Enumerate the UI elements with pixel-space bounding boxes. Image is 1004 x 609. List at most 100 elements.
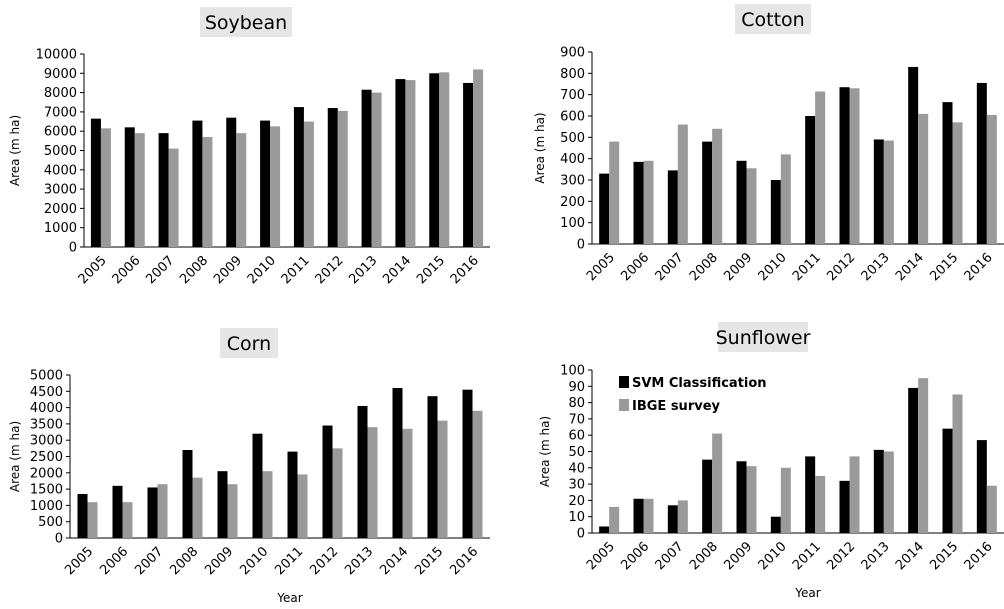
- soybean-bar-2015-ibge: [439, 72, 450, 248]
- sunflower-y-tick-label: 80: [568, 396, 585, 411]
- sunflower-x-tick-label: 2006: [618, 539, 652, 573]
- sunflower-y-tick-label: 0: [577, 527, 585, 542]
- sunflower-bar-2006-ibge: [643, 498, 654, 533]
- soybean-x-tick-label: 2011: [279, 253, 313, 287]
- cotton-y-tick-label: 300: [560, 174, 585, 189]
- soybean-bar-2015-svm: [429, 73, 440, 247]
- soybean-x-tick-label: 2013: [346, 253, 380, 287]
- corn-bar-2008-svm: [182, 449, 193, 538]
- soybean-x-tick-label: 2008: [177, 253, 211, 287]
- corn-x-tick-label: 2014: [377, 544, 411, 578]
- cotton-bar-2005-svm: [599, 173, 610, 244]
- sunflower-x-tick-label: 2010: [756, 539, 790, 573]
- sunflower-bar-2014-ibge: [918, 378, 929, 533]
- sunflower-title-box: [718, 322, 808, 352]
- cotton-bar-2007-ibge: [677, 124, 688, 244]
- corn-bar-2009-ibge: [227, 484, 238, 538]
- soybean-bar-2014-svm: [395, 79, 406, 247]
- corn-y-tick-label: 2000: [30, 466, 63, 481]
- sunflower-bar-2005-ibge: [609, 506, 620, 533]
- cotton-y-tick-label: 100: [560, 216, 585, 231]
- cotton-bar-2011-ibge: [815, 91, 826, 244]
- corn-bar-2013-svm: [357, 405, 368, 538]
- corn-x-tick-label: 2006: [97, 544, 131, 578]
- cotton-bar-2014-ibge: [918, 113, 929, 244]
- corn-bar-2013-ibge: [367, 427, 378, 538]
- cotton-y-tick-label: 500: [560, 131, 585, 146]
- soybean-bar-2005-svm: [90, 118, 101, 247]
- sunflower-y-tick-label: 90: [568, 380, 585, 395]
- soybean-bar-2010-ibge: [270, 126, 281, 247]
- sunflower-bar-2006-svm: [633, 498, 644, 533]
- corn-bar-2015-ibge: [437, 420, 448, 538]
- corn-x-tick-label: 2012: [307, 544, 341, 578]
- soybean-y-tick-label: 10000: [36, 48, 77, 63]
- cotton-x-tick-label: 2006: [618, 250, 652, 284]
- sunflower-y-axis-label: Area (m ha): [538, 416, 552, 487]
- corn-x-tick-label: 2010: [237, 544, 271, 578]
- cotton-bar-2009-svm: [736, 160, 747, 244]
- sunflower-y-tick-label: 30: [568, 478, 585, 493]
- soybean-x-tick-label: 2010: [245, 253, 279, 287]
- soybean-y-tick-label: 5000: [44, 144, 77, 159]
- sunflower-y-tick-label: 100: [560, 364, 585, 379]
- sunflower-bar-2013-ibge: [883, 451, 894, 533]
- corn-bar-2010-ibge: [262, 471, 273, 538]
- corn-bar-2006-ibge: [122, 502, 133, 538]
- cotton-x-tick-label: 2011: [790, 250, 824, 284]
- soybean-bar-2011-ibge: [303, 121, 314, 247]
- cotton-bar-2012-svm: [839, 87, 850, 244]
- soybean-y-tick-label: 2000: [44, 202, 77, 217]
- corn-bar-2016-ibge: [472, 410, 483, 538]
- sunflower-bar-2008-ibge: [712, 433, 723, 533]
- corn-x-tick-label: 2015: [412, 544, 446, 578]
- soybean-x-tick-label: 2005: [76, 253, 110, 287]
- cotton-bar-2013-ibge: [883, 140, 894, 244]
- corn-y-tick-label: 5000: [30, 369, 63, 384]
- cotton-bar-2016-ibge: [986, 114, 997, 244]
- soybean-y-tick-label: 6000: [44, 125, 77, 140]
- soybean-bar-2009-svm: [226, 117, 237, 247]
- soybean-bar-2006-svm: [124, 127, 135, 247]
- cotton-x-tick-label: 2016: [962, 250, 996, 284]
- soybean-bar-2013-ibge: [371, 92, 382, 247]
- corn-bar-2015-svm: [427, 396, 438, 538]
- cotton-x-tick-label: 2010: [756, 250, 790, 284]
- cotton-x-tick-label: 2014: [893, 250, 927, 284]
- legend-swatch: [619, 376, 629, 388]
- soybean-x-tick-label: 2007: [143, 253, 177, 287]
- cotton-bar-2006-ibge: [643, 160, 654, 244]
- soybean-bar-2010-svm: [260, 120, 271, 247]
- sunflower-bar-2007-ibge: [677, 500, 688, 533]
- cotton-x-tick-label: 2013: [859, 250, 893, 284]
- sunflower-y-tick-label: 20: [568, 494, 585, 509]
- sunflower-bar-2008-svm: [702, 459, 713, 533]
- cotton-x-tick-label: 2015: [927, 250, 961, 284]
- cotton-title-box: [735, 4, 811, 34]
- cotton-x-tick-label: 2008: [687, 250, 721, 284]
- cotton-chart: Cotton 0 100 200 300 400 500 600 700 800 900 Area (…: [533, 4, 1004, 284]
- soybean-bar-2011-svm: [293, 107, 304, 247]
- sunflower-x-tick-label: 2015: [927, 539, 961, 573]
- cotton-y-axis-label: Area (m ha): [533, 112, 547, 183]
- sunflower-y-tick-label: 50: [568, 445, 585, 460]
- soybean-x-tick-label: 2015: [414, 253, 448, 287]
- cotton-bar-2006-svm: [633, 161, 644, 244]
- cotton-bar-2007-svm: [667, 170, 678, 244]
- corn-bar-2010-svm: [252, 433, 263, 538]
- soybean-x-tick-label: 2016: [448, 253, 482, 287]
- corn-y-tick-label: 1000: [30, 499, 63, 514]
- cotton-bar-2008-svm: [702, 141, 713, 244]
- sunflower-bar-2015-ibge: [952, 394, 963, 533]
- soybean-bar-2007-ibge: [168, 148, 179, 247]
- soybean-bar-2009-ibge: [236, 133, 247, 247]
- corn-y-tick-label: 3000: [30, 434, 63, 449]
- sunflower-bar-2005-svm: [599, 526, 610, 533]
- legend-label: IBGE survey: [632, 399, 721, 414]
- corn-y-tick-label: 3500: [30, 417, 63, 432]
- cotton-bar-2014-svm: [908, 66, 919, 244]
- soybean-bar-2012-ibge: [337, 110, 348, 247]
- sunflower-bar-2016-svm: [976, 440, 987, 533]
- corn-x-tick-label: 2013: [342, 544, 376, 578]
